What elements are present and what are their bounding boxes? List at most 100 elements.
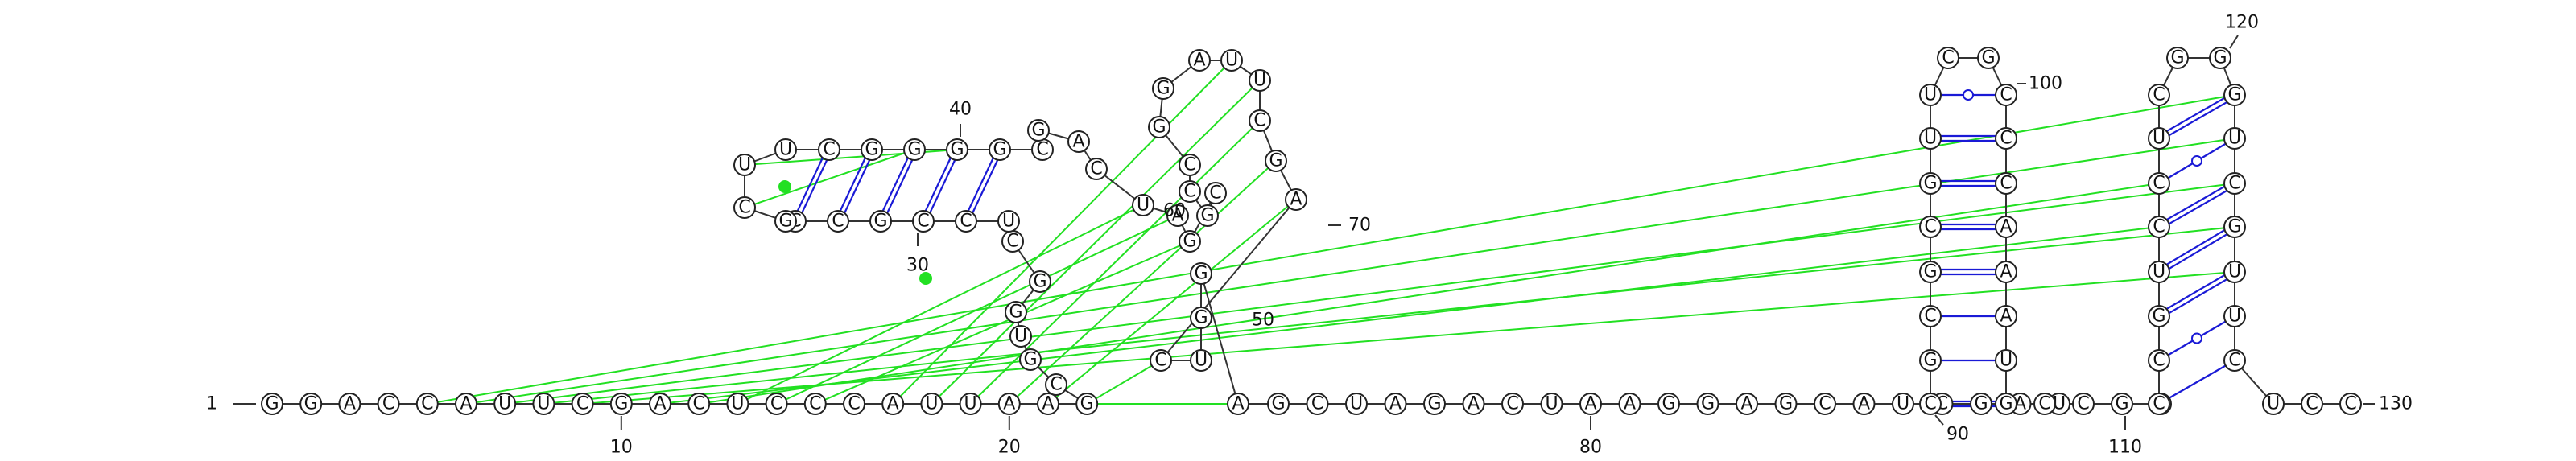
nucleotide: G	[2223, 216, 2246, 238]
base-pair-line	[2157, 224, 2235, 271]
nucleotide: G	[1190, 262, 1212, 285]
nucleotide: U	[726, 393, 749, 415]
nucleotide: G	[861, 138, 883, 161]
svg-text:A: A	[344, 394, 356, 414]
nucleotide: C	[1919, 216, 1942, 238]
backbone-segment	[1160, 199, 1297, 361]
nucleotide: U	[2223, 305, 2246, 327]
svg-text:U: U	[1137, 196, 1150, 216]
svg-text:U: U	[1350, 394, 1363, 414]
nucleotide: A	[1285, 188, 1307, 211]
svg-text:G: G	[1923, 174, 1937, 194]
nucleotide: A	[649, 393, 671, 415]
svg-text:A: A	[1468, 394, 1480, 414]
svg-text:U: U	[1924, 129, 1937, 149]
svg-text:U: U	[738, 155, 751, 175]
nucleotide: C	[1031, 138, 1054, 161]
pseudoknot-link	[969, 120, 1261, 405]
pseudoknot-link	[465, 138, 2235, 405]
position-label: 60	[1163, 201, 1186, 221]
nucleotide: U	[493, 393, 517, 415]
svg-text:U: U	[1225, 51, 1238, 71]
base-pair-line	[835, 148, 871, 221]
svg-text:C: C	[1154, 351, 1166, 371]
base-pair-line	[2159, 96, 2237, 142]
svg-text:G: G	[1662, 394, 1675, 414]
nucleotide: C	[1937, 47, 1959, 69]
base-pair-line	[2158, 360, 2235, 405]
nucleotide: C	[2223, 349, 2246, 372]
base-pair-line	[2157, 180, 2235, 226]
svg-text:C: C	[960, 212, 972, 232]
nucleotide: G	[2111, 393, 2133, 415]
nucleotide: C	[2033, 393, 2056, 415]
svg-text:A: A	[1193, 51, 1205, 71]
svg-text:A: A	[1389, 394, 1402, 414]
svg-text:A: A	[2014, 394, 2026, 414]
nucleotide: U	[2148, 127, 2170, 150]
nucleotide: G	[1267, 393, 1290, 415]
nucleotide: G	[2166, 47, 2189, 69]
wobble-pair-marker	[1963, 89, 1974, 101]
svg-text:G: G	[1023, 350, 1037, 370]
svg-text:U: U	[779, 140, 792, 160]
svg-text:U: U	[2053, 394, 2066, 414]
svg-text:C: C	[917, 212, 929, 232]
nucleotide: U	[1892, 393, 1914, 415]
svg-text:G: G	[1152, 117, 1166, 138]
nucleotide: C	[2148, 216, 2170, 238]
nucleotide: U	[733, 154, 756, 176]
svg-text:A: A	[1624, 394, 1636, 414]
svg-text:U: U	[1924, 85, 1937, 105]
svg-text:A: A	[654, 394, 666, 414]
svg-text:U: U	[1253, 71, 1266, 91]
svg-text:U: U	[2153, 129, 2165, 149]
nucleotide: G	[1696, 393, 1719, 415]
svg-text:C: C	[2038, 394, 2050, 414]
base-pair-line	[2159, 228, 2237, 275]
svg-text:C: C	[1050, 375, 1062, 395]
svg-text:A: A	[1858, 394, 1870, 414]
svg-text:C: C	[809, 394, 821, 414]
base-pair-line	[2159, 273, 2237, 319]
nucleotide: G	[609, 393, 633, 415]
position-label: 120	[2225, 13, 2259, 33]
svg-text:A: A	[1171, 206, 1183, 226]
base-pair-line	[2157, 269, 2235, 315]
nucleotide: C	[1150, 349, 1172, 372]
nucleotide: U	[997, 210, 1020, 233]
nucleotide: C	[803, 393, 827, 415]
pseudoknot-link	[892, 60, 1232, 405]
svg-text:U: U	[2153, 262, 2165, 282]
pseudoknot-marker	[919, 272, 932, 285]
nucleotide: U	[959, 393, 982, 415]
nucleotide: G	[869, 210, 892, 233]
svg-text:G: G	[1923, 351, 1937, 371]
base-pair-line	[2159, 184, 2237, 230]
nucleotide: C	[827, 210, 849, 233]
nucleotide: A	[455, 393, 477, 415]
base-pair-line	[924, 150, 960, 223]
nucleotide: G	[1019, 348, 1042, 371]
svg-text:C: C	[1036, 140, 1048, 160]
svg-text:G: G	[907, 140, 921, 160]
nucleotide: C	[2148, 172, 2170, 195]
svg-text:G: G	[2213, 48, 2227, 68]
base-pair-line	[792, 148, 828, 221]
nucleotide: G	[1970, 393, 1992, 415]
svg-text:C: C	[421, 394, 433, 414]
pseudoknot-link	[1086, 360, 1162, 405]
svg-text:C: C	[1090, 159, 1102, 179]
svg-text:C: C	[823, 140, 835, 160]
nucleotide: C	[1045, 373, 1067, 396]
svg-text:G: G	[2152, 307, 2165, 327]
base-pair-line	[839, 150, 875, 223]
nucleotide: A	[1067, 130, 1090, 153]
base-pair-line	[881, 150, 918, 223]
nucleotides: GGACCAUUCGACUCCCAUUAAGCGUGGCUCCGCCGCUUCG…	[261, 47, 2362, 415]
nucleotide: C	[765, 393, 788, 415]
nucleotide: U	[920, 393, 943, 415]
nucleotide: C	[843, 393, 865, 415]
